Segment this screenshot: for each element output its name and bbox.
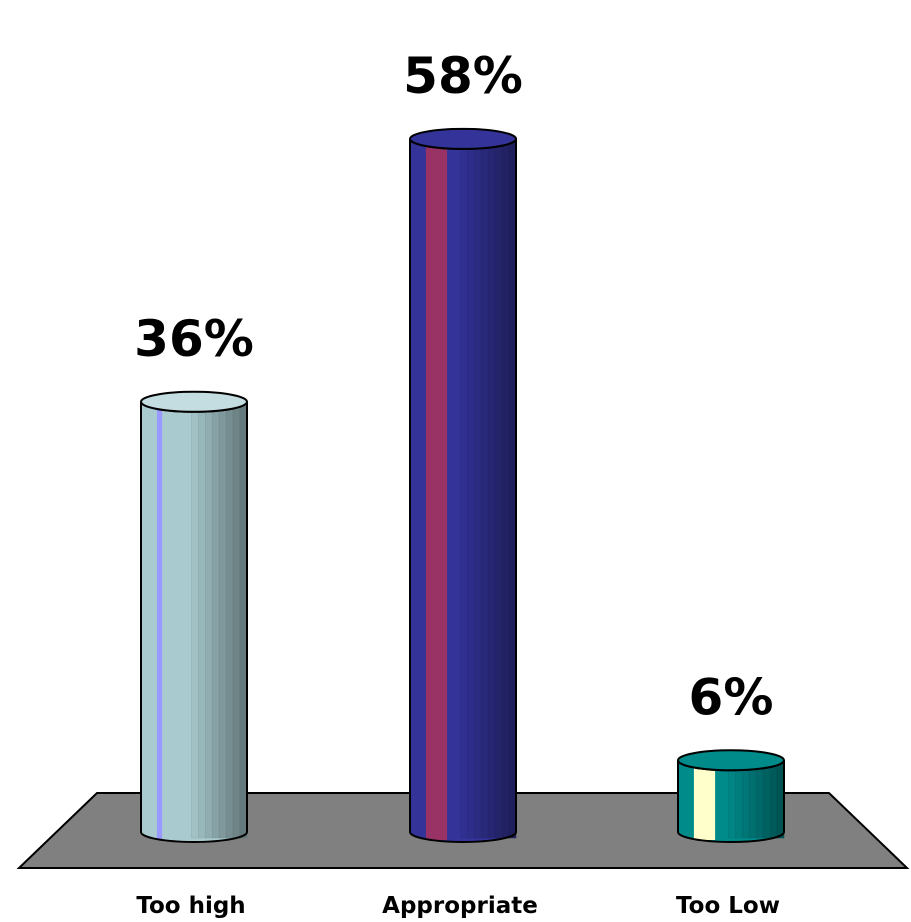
category-label: Too Low: [676, 893, 780, 919]
cylinder-shade-strip: [198, 401, 206, 839]
bars: [140, 127, 785, 843]
cylinder-shade-strip: [735, 760, 743, 839]
cylinder-bar: [140, 390, 248, 843]
cylinder-shade-strip: [205, 401, 213, 839]
value-label: 58%: [403, 47, 523, 105]
cylinder-shade-strip: [467, 138, 475, 839]
cylinder-shade-strip: [191, 401, 199, 839]
cylinder-bar: [677, 749, 785, 843]
cylinder-top: [677, 749, 785, 772]
cylinder-shade-strip: [728, 760, 736, 839]
cylinder-shade-strip: [480, 138, 489, 839]
cylinder-shade-strip: [508, 138, 517, 839]
cylinder-shade-strip: [218, 401, 227, 839]
cylinder-shade-strip: [474, 138, 482, 839]
cylinder-highlight: [693, 760, 716, 840]
cylinder-shade-strip: [494, 138, 503, 839]
cylinder-highlight: [156, 401, 163, 840]
cylinder-shade-strip: [487, 138, 496, 839]
value-labels: 36% 58% 6%: [134, 47, 773, 726]
cylinder-shade-strip: [776, 760, 785, 839]
value-label: 6%: [689, 668, 774, 726]
cylinder-shade-strip: [460, 138, 468, 839]
value-label: 36%: [134, 310, 254, 368]
cylinder-shade-strip: [225, 401, 234, 839]
cylinder-shade-strip: [501, 138, 510, 839]
cylinder-shade-strip: [755, 760, 764, 839]
cylinder-highlight: [425, 138, 448, 840]
cylinder-shade-strip: [232, 401, 241, 839]
category-label: Too high: [136, 893, 245, 919]
cylinder-shade-strip: [742, 760, 750, 839]
cylinder-shade-strip: [762, 760, 771, 839]
cylinder-shade-strip: [748, 760, 757, 839]
cylinder-top: [140, 390, 248, 413]
category-label: Appropriate: [382, 893, 538, 919]
cylinder-top: [409, 127, 517, 150]
cylinder-shade-strip: [769, 760, 778, 839]
cylinder-bar: [409, 127, 517, 843]
category-labels: Too high Appropriate Too Low: [136, 893, 780, 919]
cylinder-shade-strip: [211, 401, 220, 839]
cylinder-shade-strip: [239, 401, 248, 839]
